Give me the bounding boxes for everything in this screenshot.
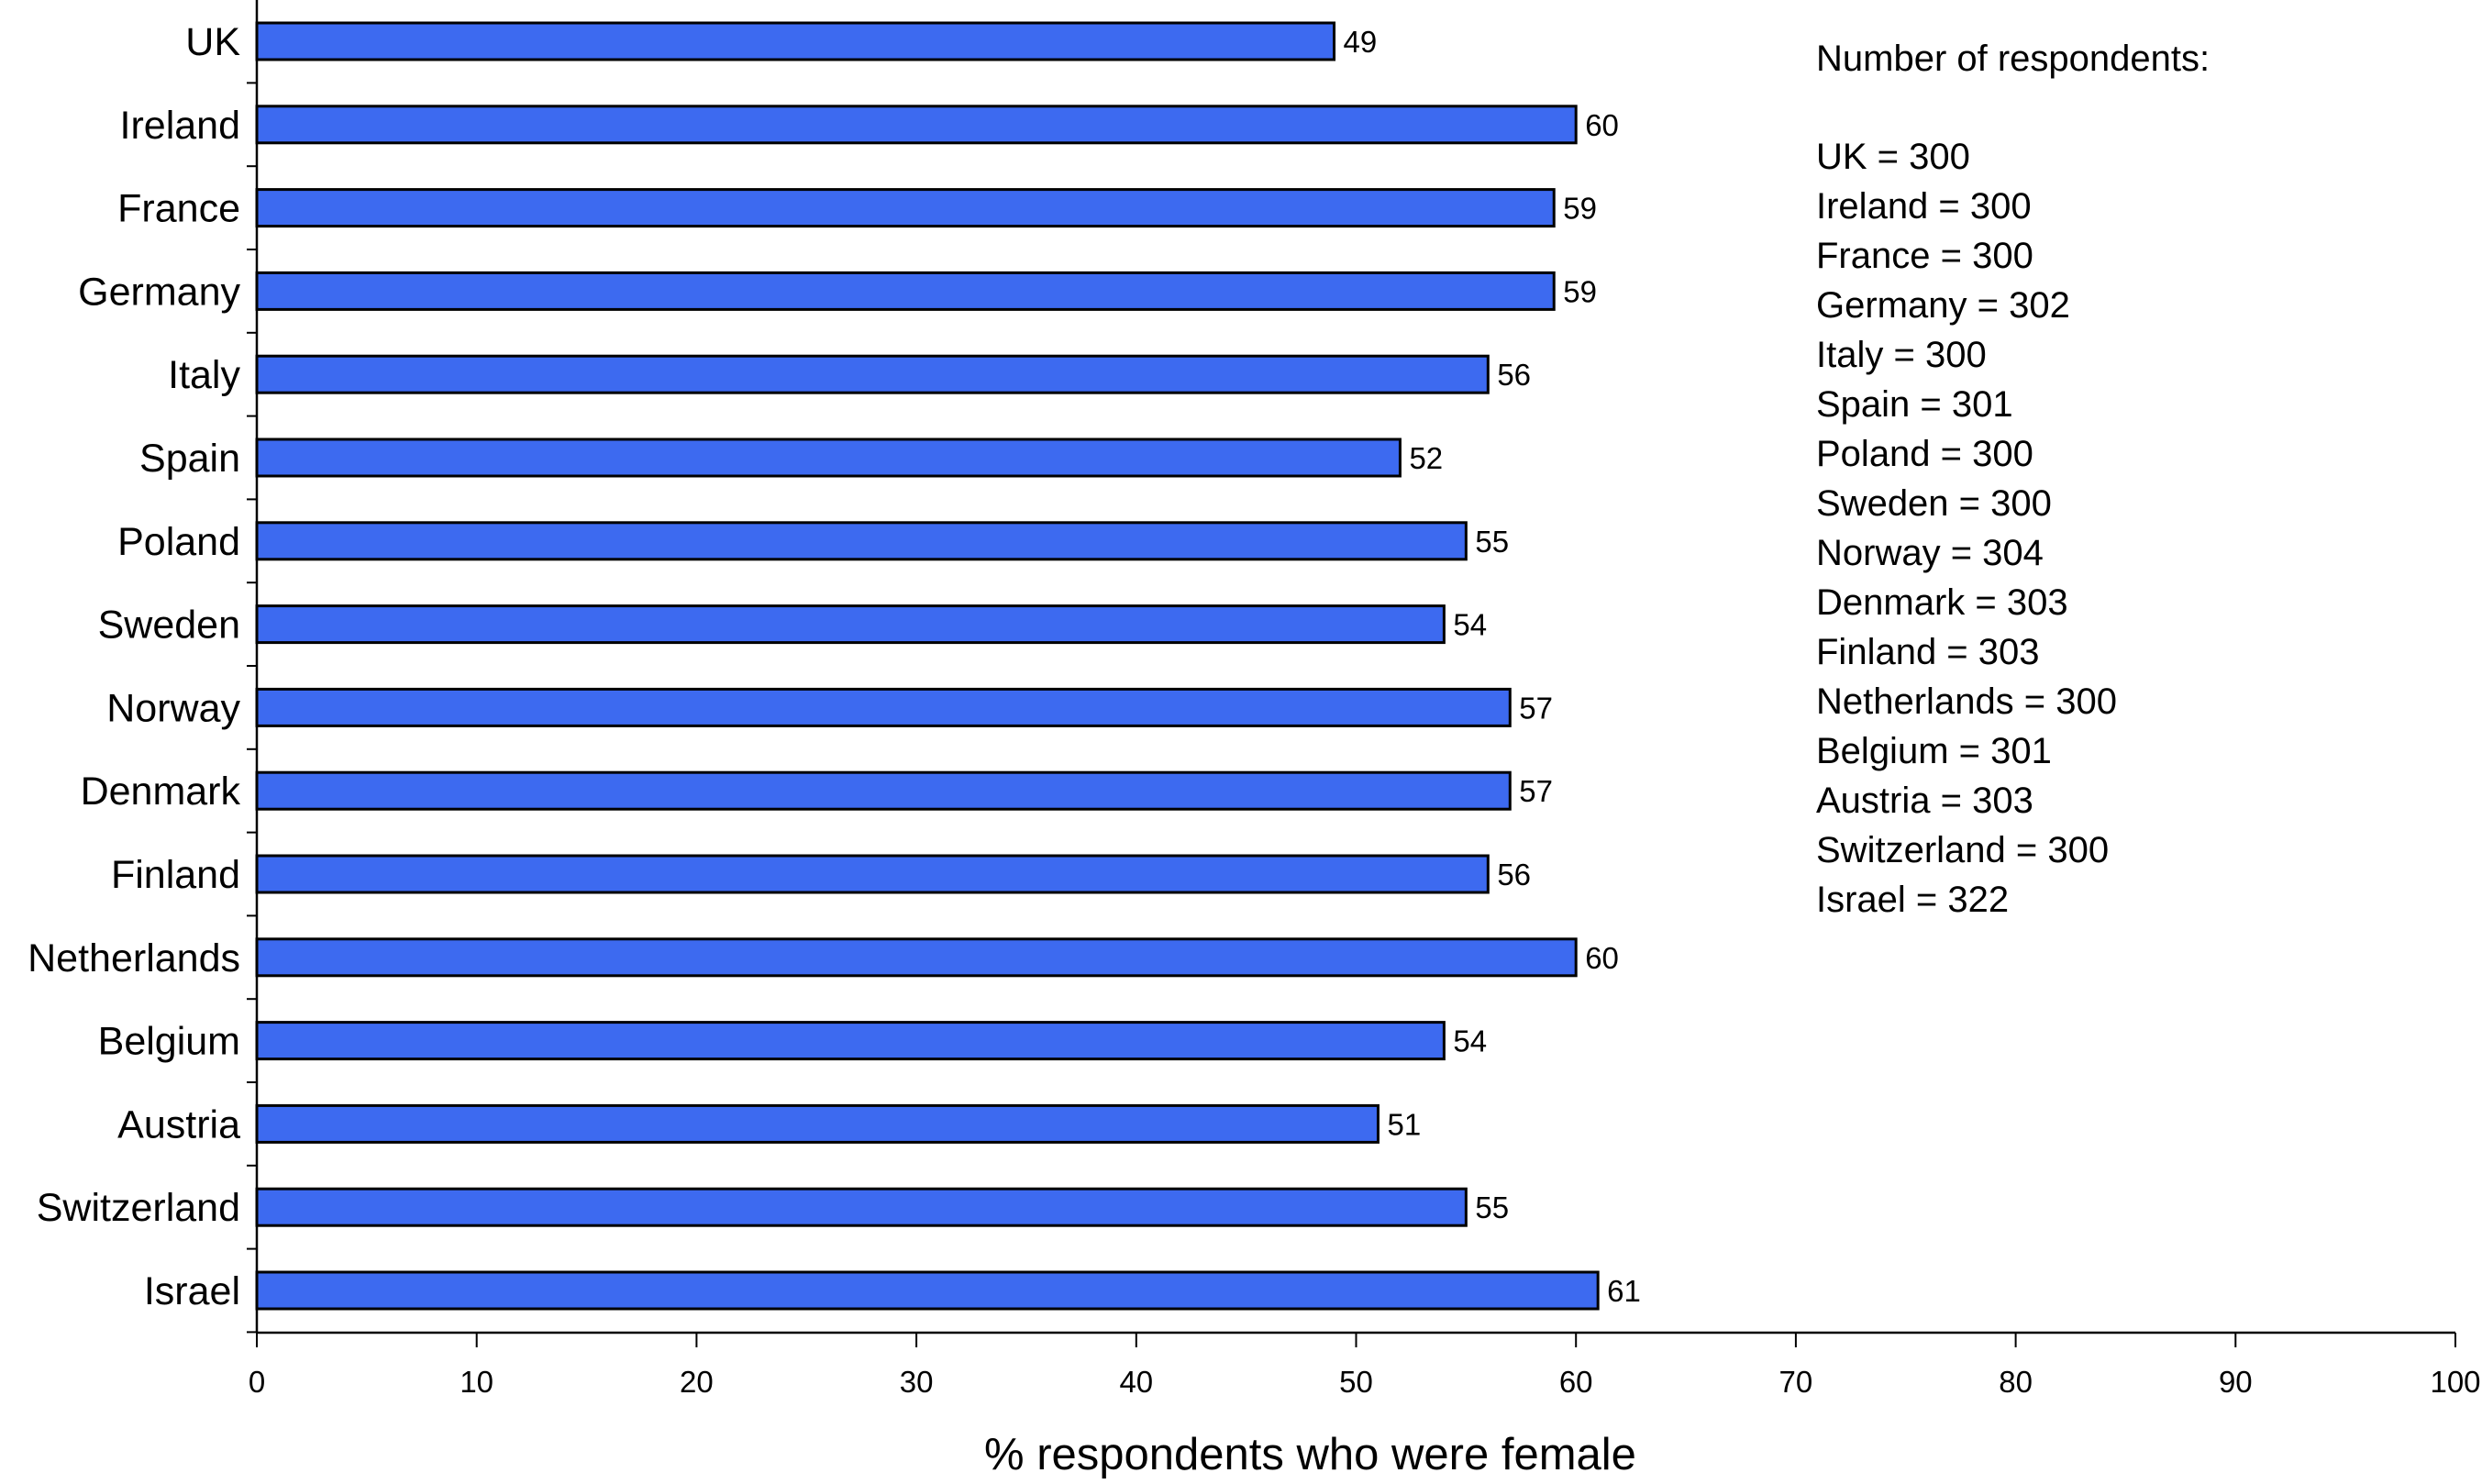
category-label: Sweden bbox=[98, 604, 240, 648]
respondents-note-line: Italy = 300 bbox=[1816, 335, 1987, 375]
data-label: 49 bbox=[1344, 25, 1378, 59]
bar-austria bbox=[255, 1103, 1380, 1144]
bar-switzerland bbox=[255, 1187, 1468, 1227]
respondents-note-line: Sweden = 300 bbox=[1816, 483, 2052, 524]
bars-layer: 49 60 59 59 56 52 55 54 57 57 56 60 54 51 55 61 bbox=[255, 21, 1641, 1311]
respondents-note-line: Poland = 300 bbox=[1816, 434, 2033, 474]
bar-uk bbox=[255, 21, 1336, 61]
respondents-note-line: Israel = 322 bbox=[1816, 880, 2009, 920]
data-label: 59 bbox=[1563, 192, 1597, 226]
category-label: UK bbox=[185, 20, 240, 64]
data-label: 59 bbox=[1563, 274, 1597, 308]
respondents-note-line: France = 300 bbox=[1816, 236, 2033, 276]
data-label: 54 bbox=[1453, 608, 1487, 642]
bar-belgium bbox=[255, 1021, 1446, 1061]
respondents-note-heading: Number of respondents: bbox=[1816, 39, 2210, 79]
bar-israel bbox=[255, 1270, 1600, 1311]
data-label: 56 bbox=[1497, 358, 1531, 392]
category-label: Spain bbox=[139, 437, 240, 481]
respondents-note-line: UK = 300 bbox=[1816, 137, 1970, 177]
category-label: Norway bbox=[106, 686, 240, 730]
data-label: 56 bbox=[1497, 858, 1531, 892]
x-tick-label: 40 bbox=[1119, 1365, 1153, 1399]
respondents-note-line: Switzerland = 300 bbox=[1816, 830, 2109, 870]
category-label: Switzerland bbox=[37, 1186, 240, 1230]
respondents-note-line: Germany = 302 bbox=[1816, 285, 2070, 326]
bar-poland bbox=[255, 521, 1468, 561]
category-label: Finland bbox=[111, 853, 240, 897]
bar-france bbox=[255, 188, 1556, 228]
category-label: Denmark bbox=[81, 770, 241, 814]
respondents-note: Number of respondents: UK = 300 Ireland =… bbox=[1816, 39, 2210, 920]
category-label: Ireland bbox=[120, 104, 240, 148]
respondents-note-line: Ireland = 300 bbox=[1816, 186, 2032, 227]
x-tick-label: 80 bbox=[1999, 1365, 2033, 1399]
axes-layer: UK Ireland France Germany Italy Spain Poland Sw… bbox=[28, 0, 2481, 1399]
respondents-note-line: Austria = 303 bbox=[1816, 781, 2033, 821]
bar-denmark bbox=[255, 770, 1512, 811]
respondents-note-line: Denmark = 303 bbox=[1816, 582, 2068, 623]
data-label: 57 bbox=[1519, 691, 1553, 725]
x-tick-label: 30 bbox=[900, 1365, 934, 1399]
category-label: Belgium bbox=[98, 1020, 240, 1064]
category-label: Netherlands bbox=[28, 936, 240, 980]
bar-spain bbox=[255, 437, 1402, 478]
data-label: 51 bbox=[1387, 1107, 1421, 1141]
x-axis-title: % respondents who were female bbox=[984, 1430, 1636, 1479]
x-tick-label: 50 bbox=[1339, 1365, 1373, 1399]
bar-finland bbox=[255, 854, 1490, 894]
respondents-note-line: Finland = 303 bbox=[1816, 632, 2040, 672]
data-label: 57 bbox=[1519, 774, 1553, 808]
respondents-note-line: Spain = 301 bbox=[1816, 384, 2013, 425]
x-tick-label: 90 bbox=[2219, 1365, 2253, 1399]
category-label: Poland bbox=[117, 520, 240, 564]
data-label: 52 bbox=[1409, 441, 1443, 475]
bar-netherlands bbox=[255, 937, 1578, 978]
data-label: 60 bbox=[1585, 108, 1619, 142]
x-tick-label: 0 bbox=[249, 1365, 265, 1399]
bar-norway bbox=[255, 687, 1512, 727]
data-label: 54 bbox=[1453, 1024, 1487, 1058]
x-tick-label: 10 bbox=[460, 1365, 493, 1399]
bar-italy bbox=[255, 354, 1490, 394]
respondents-note-line: Norway = 304 bbox=[1816, 533, 2044, 573]
x-tick-label: 60 bbox=[1559, 1365, 1593, 1399]
x-tick-label: 100 bbox=[2430, 1365, 2480, 1399]
bar-sweden bbox=[255, 604, 1446, 645]
bar-germany bbox=[255, 271, 1556, 311]
data-label: 55 bbox=[1475, 1191, 1509, 1224]
category-label: France bbox=[117, 187, 240, 231]
bar-ireland bbox=[255, 105, 1578, 145]
respondents-note-line: Belgium = 301 bbox=[1816, 731, 2052, 771]
respondents-note-line: Netherlands = 300 bbox=[1816, 681, 2117, 722]
category-label: Israel bbox=[144, 1269, 240, 1313]
category-label: Austria bbox=[117, 1102, 240, 1146]
data-label: 60 bbox=[1585, 941, 1619, 975]
data-label: 55 bbox=[1475, 525, 1509, 559]
data-label: 61 bbox=[1607, 1274, 1641, 1308]
x-tick-label: 20 bbox=[680, 1365, 714, 1399]
x-tick-label: 70 bbox=[1779, 1365, 1813, 1399]
category-label: Italy bbox=[168, 353, 240, 397]
category-label: Germany bbox=[78, 270, 240, 314]
